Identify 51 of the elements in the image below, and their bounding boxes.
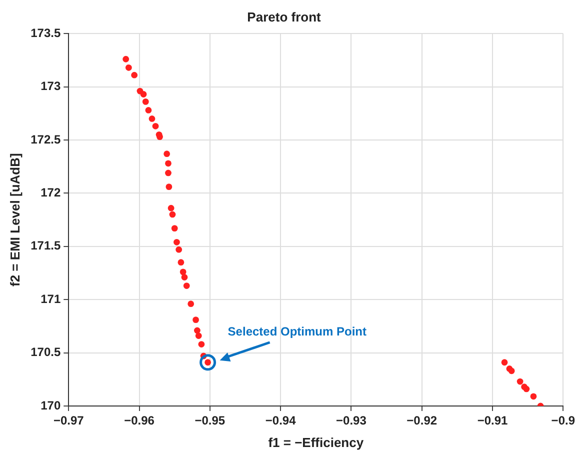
point	[508, 368, 515, 374]
point	[131, 72, 138, 78]
x-tick-label: −0.92	[406, 414, 438, 428]
y-tick-label: 171.5	[30, 238, 61, 253]
point	[174, 238, 180, 246]
y-axis-title: f2 = EMI Level [uAdB]	[7, 153, 22, 286]
x-tick-label: −0.96	[124, 414, 155, 428]
point	[164, 150, 170, 158]
point	[516, 378, 524, 385]
point	[168, 204, 174, 212]
point	[166, 184, 172, 190]
point	[176, 246, 182, 253]
point	[125, 64, 132, 71]
point	[169, 211, 176, 218]
y-tick-label: 170.5	[30, 345, 61, 360]
x-tick-label: −0.9	[551, 414, 576, 428]
point	[156, 134, 163, 140]
x-axis-title: f1 = −Efficiency	[268, 434, 364, 450]
point	[530, 393, 537, 400]
x-tick-label: −0.94	[265, 414, 296, 428]
y-tick-label: 173.5	[30, 26, 61, 40]
y-tick-label: 171	[40, 292, 61, 306]
annotation: Selected Optimum Point	[228, 324, 366, 339]
point	[165, 160, 172, 167]
point	[145, 107, 152, 114]
point	[198, 341, 205, 348]
point	[188, 300, 194, 308]
point	[523, 386, 530, 392]
chart-title: Pareto front	[247, 9, 322, 24]
point	[140, 91, 147, 98]
point	[171, 225, 178, 232]
point	[183, 282, 190, 289]
point	[165, 170, 172, 176]
point	[152, 122, 159, 130]
point	[178, 259, 184, 266]
y-tick-label: 170	[40, 398, 61, 412]
point	[142, 98, 149, 105]
point	[501, 359, 508, 366]
x-tick-label: −0.91	[477, 414, 508, 428]
point	[148, 116, 156, 122]
y-tick-label: 173	[40, 79, 61, 94]
point	[122, 56, 130, 62]
y-tick-label: 172.5	[30, 132, 61, 146]
point	[194, 327, 200, 334]
y-tick-label: 172	[40, 186, 61, 200]
point	[192, 316, 199, 324]
x-tick-label: −0.95	[194, 414, 226, 428]
point	[181, 274, 188, 280]
x-tick-label: −0.93	[336, 414, 367, 428]
x-tick-label: −0.97	[53, 414, 84, 428]
point	[195, 332, 202, 339]
